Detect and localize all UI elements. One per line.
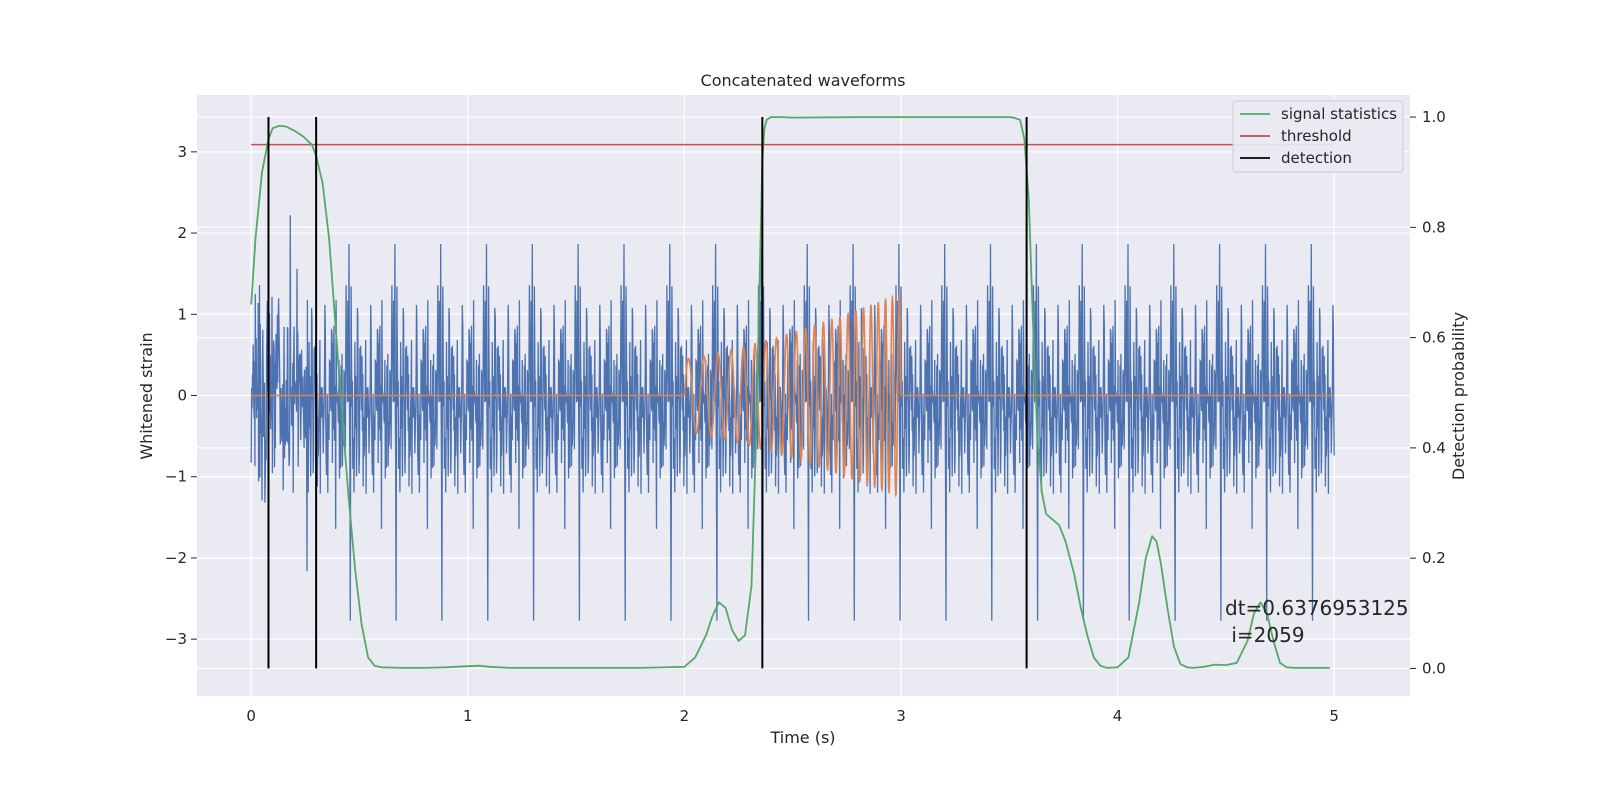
x-axis-label: Time (s) [769, 728, 835, 747]
x-tick-label: 0 [246, 707, 256, 725]
legend-label-signal-statistics: signal statistics [1281, 105, 1397, 123]
y2-tick-label: 0.0 [1422, 659, 1446, 677]
detection-series [267, 117, 1028, 669]
x-tick-label: 3 [896, 707, 906, 725]
legend-box [1232, 100, 1404, 173]
y-tick-label: 2 [177, 224, 187, 242]
y-axis-label: Whitened strain [137, 332, 156, 459]
y2-axis-label: Detection probability [1449, 312, 1468, 480]
legend-label-threshold: threshold [1281, 127, 1352, 145]
y-tick-label: −1 [165, 468, 187, 486]
chart-title: Concatenated waveforms [701, 71, 906, 90]
legend: signal statistics threshold detection [1232, 100, 1404, 173]
x-tick-label: 5 [1329, 707, 1339, 725]
x-tick-label: 4 [1113, 707, 1123, 725]
x-tick-label: 2 [680, 707, 690, 725]
y2-tick-label: 0.4 [1422, 439, 1446, 457]
y-tick-label: −2 [165, 549, 187, 567]
y-tick-label: 0 [177, 387, 187, 405]
annotation-index: i=2059 [1225, 623, 1305, 647]
injection-series [251, 292, 1335, 499]
y-tick-label: −3 [165, 630, 187, 648]
y2-tick-label: 1.0 [1422, 108, 1446, 126]
injection-line [251, 292, 1335, 499]
annotation-dt: dt=0.6376953125 [1225, 596, 1409, 620]
tick-labels: 0 1 2 3 4 5 −3 −2 −1 0 1 2 3 0.0 0.2 0.4 0.6 0.8 1.0 [165, 108, 1446, 725]
y-tick-label: 3 [177, 143, 187, 161]
y-tick-label: 1 [177, 305, 187, 323]
legend-label-detection: detection [1281, 149, 1352, 167]
signal-statistics-series [250, 116, 1330, 669]
signal-statistics-line [250, 116, 1330, 669]
x-tick-label: 1 [463, 707, 473, 725]
y2-tick-label: 0.6 [1422, 329, 1446, 347]
y2-tick-label: 0.8 [1422, 218, 1446, 236]
y2-tick-label: 0.2 [1422, 549, 1446, 567]
